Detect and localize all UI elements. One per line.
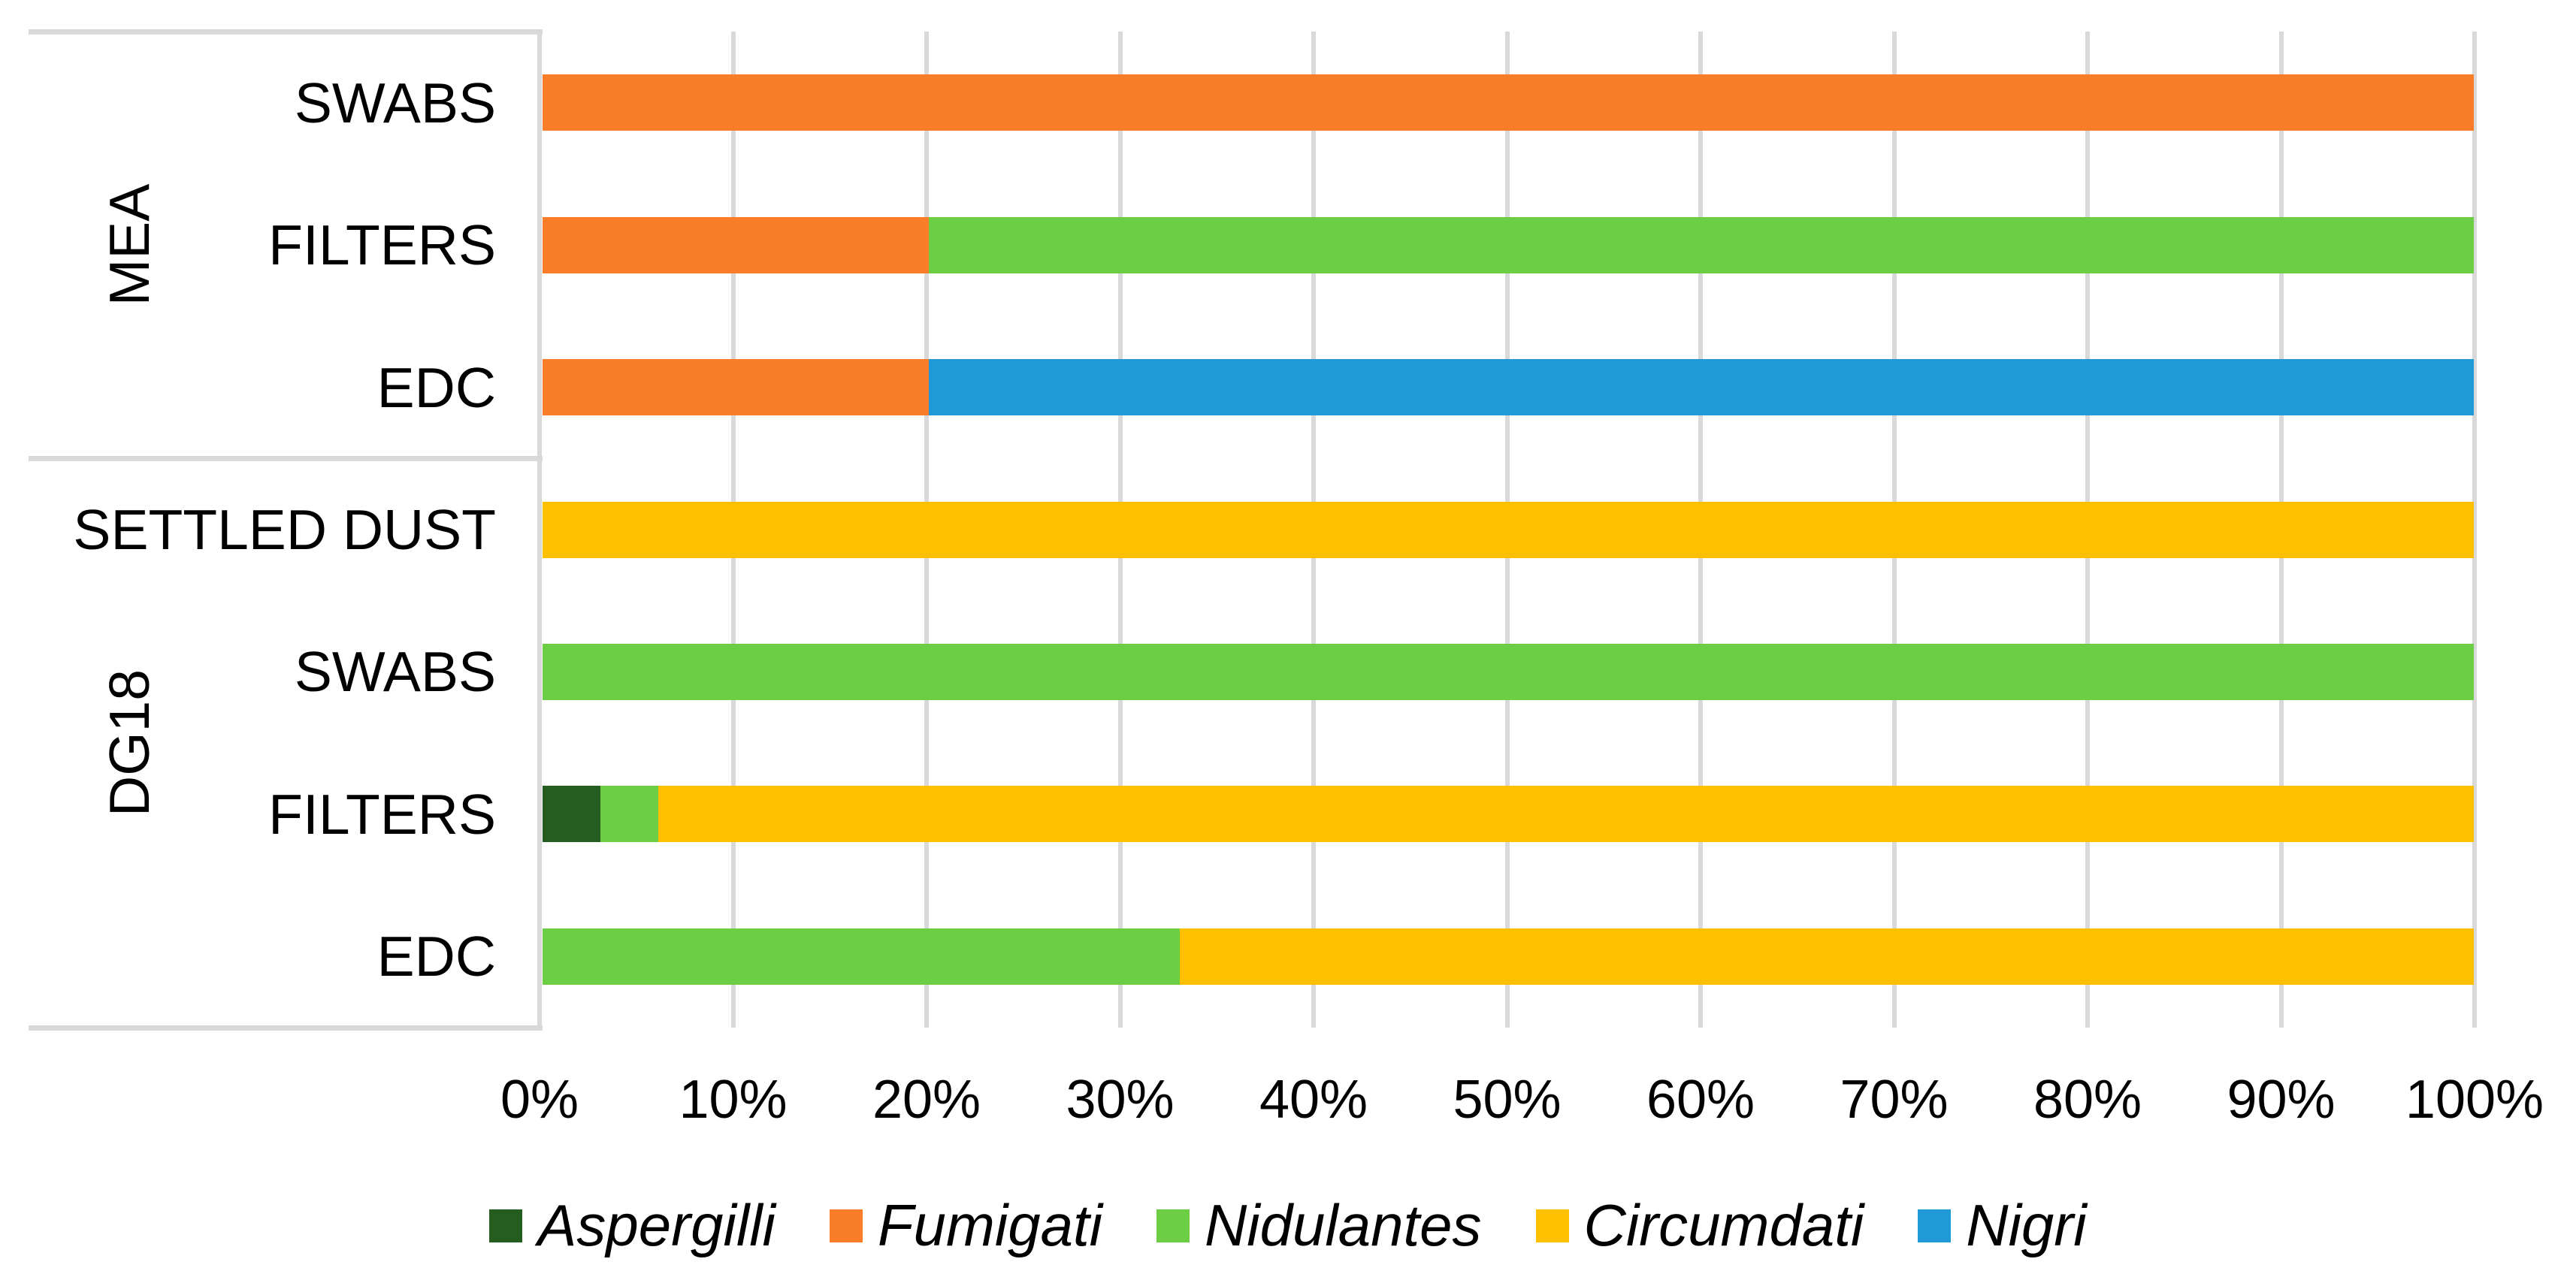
category-label-dg18-settled-dust: SETTLED DUST — [73, 498, 496, 561]
bar-row-dg18-filters — [543, 786, 2474, 843]
x-tick-label-40: 40% — [1259, 1070, 1368, 1130]
bar-row-dg18-edc — [543, 928, 2474, 985]
bar-segment-fumigati — [543, 359, 929, 416]
category-label-dg18-edc: EDC — [376, 925, 496, 989]
legend-swatch-circumdati — [1535, 1209, 1569, 1242]
vertical-gridline-0 — [537, 32, 542, 1028]
bar-row-dg18-swabs — [543, 643, 2474, 700]
legend-swatch-aspergilli — [489, 1209, 523, 1242]
bar-segment-circumdati — [658, 786, 2474, 843]
x-tick-label-50: 50% — [1453, 1070, 1562, 1130]
legend-item-nidulantes: Nidulantes — [1156, 1191, 1482, 1260]
bar-segment-nidulantes — [543, 643, 2474, 700]
axis-box-line-0 — [29, 29, 543, 35]
legend-item-aspergilli: Aspergilli — [489, 1191, 776, 1260]
category-label-mea-swabs: SWABS — [294, 71, 496, 134]
group-label-mea: MEA — [98, 183, 161, 306]
x-tick-label-100: 100% — [2405, 1070, 2544, 1130]
legend-item-nigri: Nigri — [1918, 1191, 2087, 1260]
x-tick-label-90: 90% — [2227, 1070, 2336, 1130]
legend-swatch-nidulantes — [1156, 1209, 1190, 1242]
bar-row-mea-swabs — [543, 74, 2474, 131]
bar-segment-aspergilli — [543, 786, 601, 843]
bar-segment-nidulantes — [600, 786, 659, 843]
axis-box-line-2 — [29, 1025, 543, 1031]
legend-swatch-nigri — [1918, 1209, 1952, 1242]
x-tick-label-0: 0% — [500, 1070, 579, 1130]
bar-segment-circumdati — [1180, 928, 2474, 985]
chart-legend: Aspergilli Fumigati Nidulantes Circumdati Ni… — [0, 1191, 2576, 1260]
category-label-mea-filters: FILTERS — [268, 213, 496, 277]
vertical-gridline-100 — [2472, 32, 2477, 1028]
group-label-dg18: DG18 — [98, 669, 161, 817]
legend-item-circumdati: Circumdati — [1535, 1191, 1864, 1260]
bar-segment-nigri — [929, 359, 2474, 416]
x-tick-label-30: 30% — [1066, 1070, 1175, 1130]
bar-segment-circumdati — [543, 501, 2474, 558]
category-label-dg18-filters: FILTERS — [268, 782, 496, 846]
legend-swatch-fumigati — [829, 1209, 863, 1242]
bar-segment-nidulantes — [929, 216, 2474, 273]
x-tick-label-10: 10% — [679, 1070, 788, 1130]
bar-segment-nidulantes — [543, 928, 1181, 985]
bar-segment-fumigati — [543, 74, 2474, 131]
bar-row-mea-filters — [543, 216, 2474, 273]
x-tick-label-70: 70% — [1840, 1070, 1949, 1130]
x-tick-label-80: 80% — [2033, 1070, 2142, 1130]
category-label-mea-edc: EDC — [376, 355, 496, 419]
bar-row-dg18-settled-dust — [543, 501, 2474, 558]
legend-item-fumigati: Fumigati — [829, 1191, 1102, 1260]
legend-label-fumigati: Fumigati — [877, 1192, 1102, 1258]
category-label-dg18-swabs: SWABS — [294, 640, 496, 704]
x-tick-label-60: 60% — [1646, 1070, 1755, 1130]
bar-segment-fumigati — [543, 216, 929, 273]
axis-box-line-1 — [29, 455, 543, 461]
legend-label-nigri: Nigri — [1966, 1192, 2087, 1258]
legend-label-circumdati: Circumdati — [1583, 1192, 1864, 1258]
legend-label-nidulantes: Nidulantes — [1204, 1192, 1482, 1258]
x-tick-label-20: 20% — [872, 1070, 981, 1130]
bar-row-mea-edc — [543, 359, 2474, 416]
legend-label-aspergilli: Aspergilli — [537, 1192, 776, 1258]
